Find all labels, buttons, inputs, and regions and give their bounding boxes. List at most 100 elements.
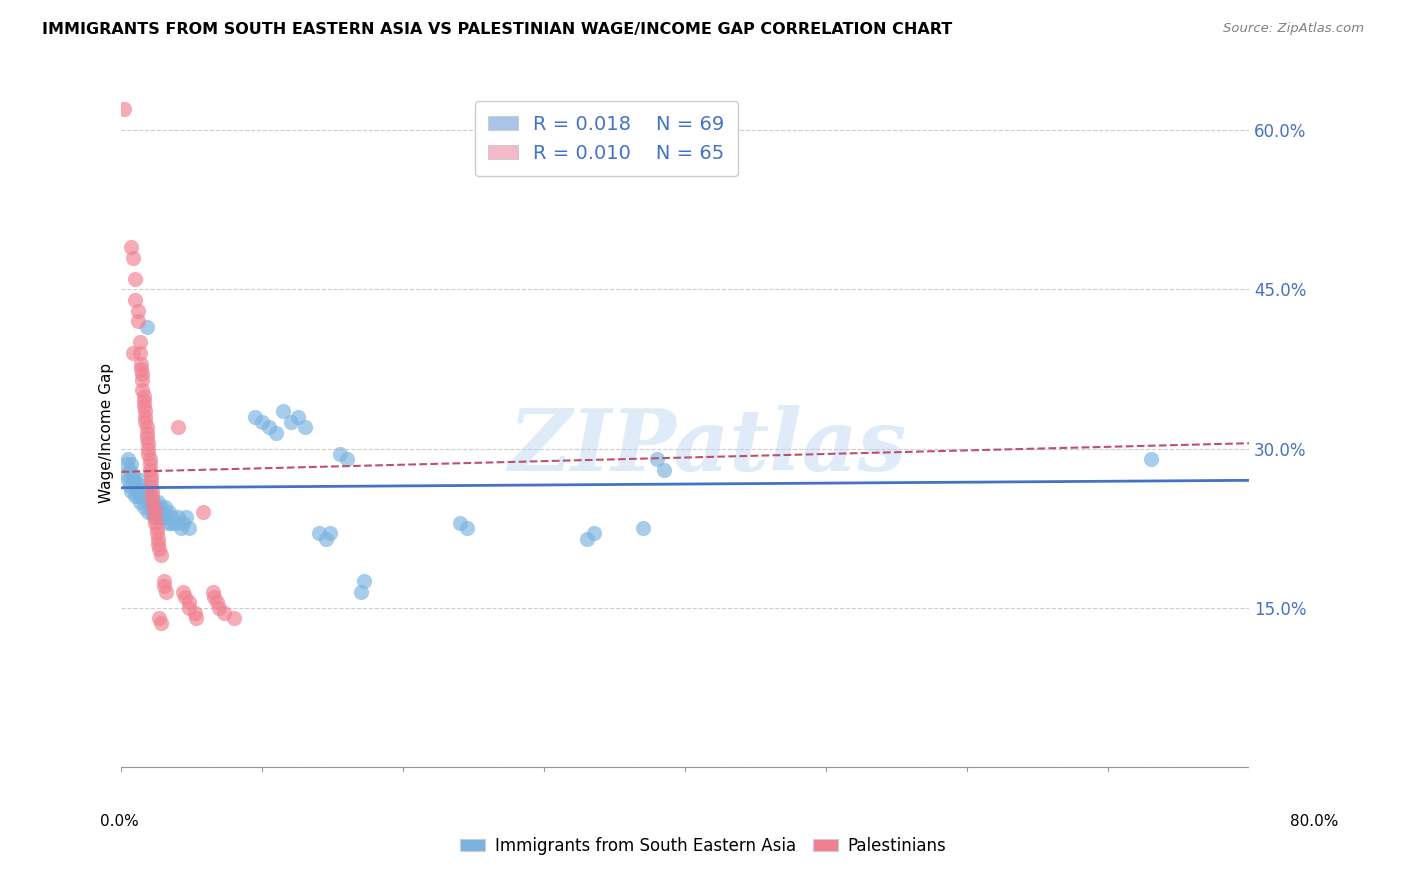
Point — [129, 357, 152, 371]
Point — [117, 452, 139, 467]
Point — [159, 516, 181, 530]
Point — [353, 574, 375, 588]
Point — [138, 463, 160, 477]
Point — [148, 542, 170, 557]
Point — [145, 521, 167, 535]
Point — [136, 447, 159, 461]
Point — [127, 303, 149, 318]
Point — [127, 489, 149, 503]
Point — [143, 516, 166, 530]
Point — [139, 473, 162, 487]
Point — [177, 600, 200, 615]
Point — [163, 516, 186, 530]
Point — [135, 420, 157, 434]
Point — [118, 478, 141, 492]
Point — [166, 420, 188, 434]
Point — [191, 505, 214, 519]
Point — [135, 431, 157, 445]
Point — [120, 240, 142, 254]
Point — [122, 473, 145, 487]
Point — [212, 606, 235, 620]
Point — [136, 436, 159, 450]
Point — [131, 489, 153, 503]
Point — [148, 611, 170, 625]
Point — [183, 606, 205, 620]
Point — [266, 425, 288, 440]
Point — [128, 473, 150, 487]
Point — [155, 510, 177, 524]
Point — [141, 489, 163, 503]
Point — [139, 468, 162, 483]
Point — [134, 404, 156, 418]
Legend: R = 0.018    N = 69, R = 0.010    N = 65: R = 0.018 N = 69, R = 0.010 N = 65 — [475, 102, 738, 177]
Text: 80.0%: 80.0% — [1291, 814, 1339, 829]
Point — [308, 526, 330, 541]
Point — [145, 505, 167, 519]
Point — [205, 595, 228, 609]
Point — [127, 314, 149, 328]
Point — [141, 505, 163, 519]
Point — [118, 463, 141, 477]
Point — [125, 483, 148, 498]
Point — [259, 420, 281, 434]
Point — [132, 399, 155, 413]
Point — [245, 409, 267, 424]
Point — [124, 272, 146, 286]
Point — [132, 393, 155, 408]
Point — [141, 483, 163, 498]
Point — [157, 505, 180, 519]
Point — [449, 516, 471, 530]
Point — [152, 510, 174, 524]
Point — [131, 373, 153, 387]
Text: Source: ZipAtlas.com: Source: ZipAtlas.com — [1223, 22, 1364, 36]
Point — [456, 521, 478, 535]
Point — [134, 415, 156, 429]
Point — [145, 526, 167, 541]
Point — [172, 584, 194, 599]
Point — [166, 510, 188, 524]
Point — [184, 611, 207, 625]
Point — [273, 404, 295, 418]
Point — [124, 478, 146, 492]
Point — [153, 500, 176, 514]
Point — [112, 102, 135, 116]
Point — [128, 494, 150, 508]
Point — [121, 251, 143, 265]
Point — [115, 468, 138, 483]
Point — [315, 532, 337, 546]
Point — [132, 500, 155, 514]
Point — [142, 505, 165, 519]
Point — [224, 611, 246, 625]
Point — [136, 442, 159, 456]
Point — [128, 335, 150, 350]
Point — [142, 510, 165, 524]
Point — [202, 590, 225, 604]
Point — [652, 463, 675, 477]
Point — [149, 616, 172, 631]
Point — [280, 415, 302, 429]
Point — [138, 458, 160, 472]
Point — [287, 409, 309, 424]
Point — [252, 415, 274, 429]
Point — [121, 346, 143, 360]
Point — [146, 494, 169, 508]
Point — [135, 425, 157, 440]
Point — [129, 478, 152, 492]
Point — [172, 516, 194, 530]
Point — [149, 548, 172, 562]
Point — [201, 584, 224, 599]
Point — [575, 532, 598, 546]
Point — [155, 584, 177, 599]
Point — [319, 526, 342, 541]
Point — [134, 483, 156, 498]
Point — [152, 579, 174, 593]
Point — [135, 494, 157, 508]
Point — [336, 452, 359, 467]
Point — [129, 362, 152, 376]
Point — [173, 590, 195, 604]
Point — [121, 468, 143, 483]
Point — [139, 500, 162, 514]
Point — [132, 388, 155, 402]
Text: 0.0%: 0.0% — [100, 814, 139, 829]
Point — [141, 494, 163, 508]
